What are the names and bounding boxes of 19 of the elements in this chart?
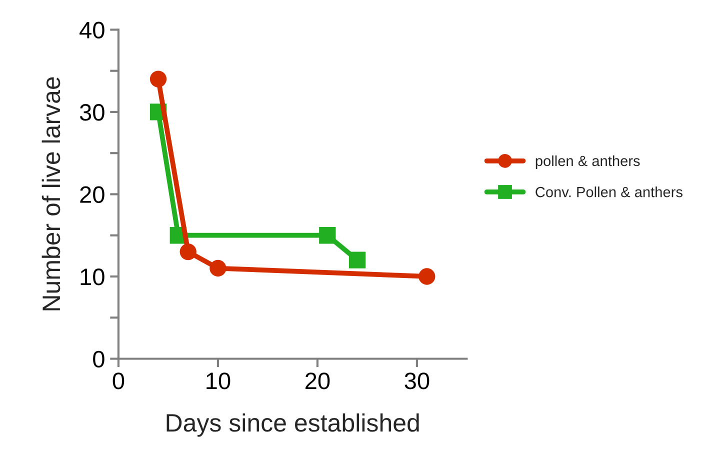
x-tick-label: 20 bbox=[306, 372, 330, 390]
point bbox=[150, 70, 167, 88]
point bbox=[180, 243, 196, 260]
point bbox=[418, 268, 436, 285]
y-axis-title: Number of live larvae bbox=[42, 77, 60, 310]
y-tick-label: 0 bbox=[93, 350, 104, 368]
point bbox=[348, 252, 366, 268]
y-tick-label: 40 bbox=[80, 22, 104, 38]
y-tick-label: 30 bbox=[80, 104, 104, 121]
y-tick-label: 20 bbox=[80, 186, 104, 204]
x-axis-title: Days since established bbox=[166, 413, 419, 437]
legend-label: Conv. Pollen & anthers bbox=[536, 186, 682, 198]
x-tick-label: 0 bbox=[112, 372, 124, 390]
point bbox=[210, 260, 226, 277]
x-tick-label: 10 bbox=[206, 372, 230, 390]
legend-label: pollen & anthers bbox=[536, 155, 640, 170]
x-tick-label: 30 bbox=[404, 372, 430, 390]
y-tick-label: 10 bbox=[80, 268, 104, 286]
point bbox=[319, 227, 336, 244]
